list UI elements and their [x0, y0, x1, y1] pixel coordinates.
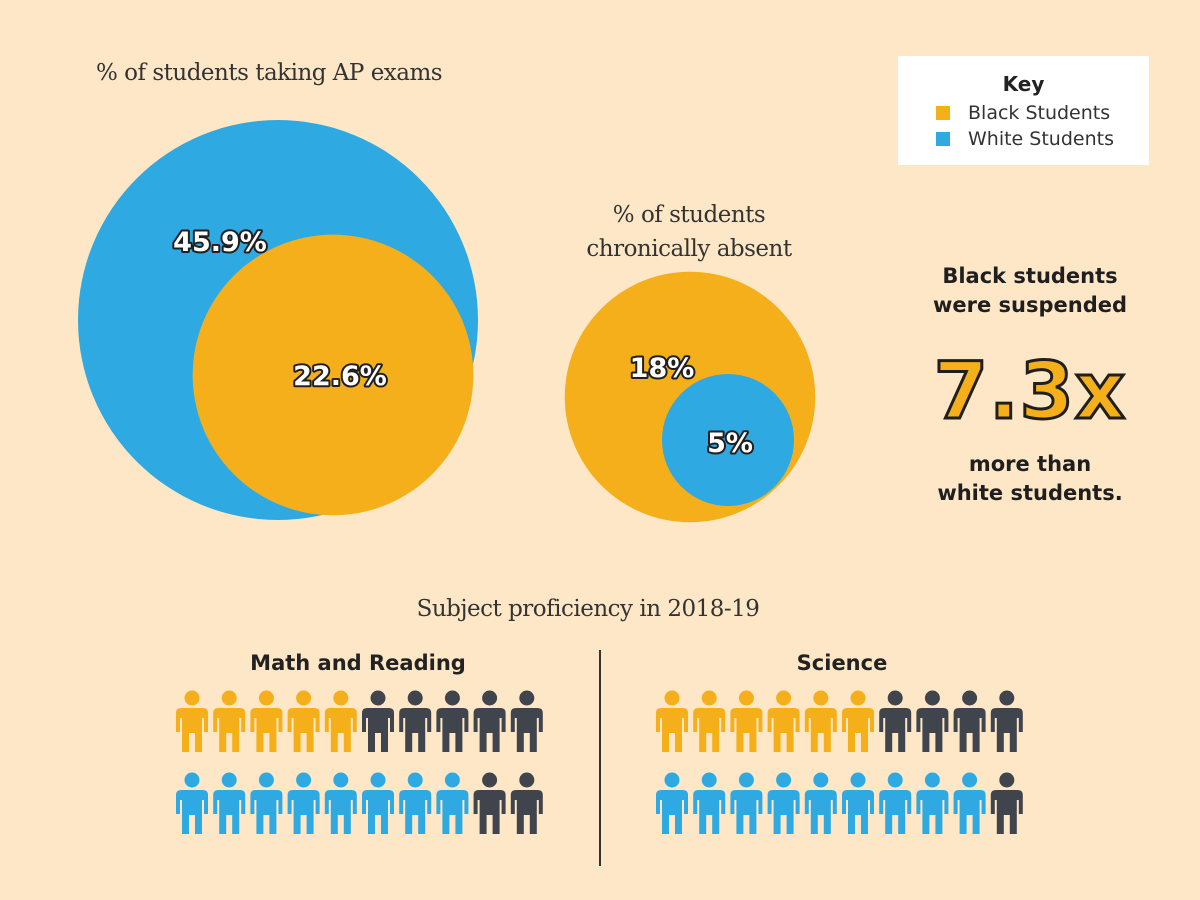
person-icon-white-row-1-8 [436, 772, 469, 834]
person-icon-white-row-2-8 [916, 772, 949, 834]
group-divider [599, 650, 601, 866]
legend-item-black: Black Students [936, 102, 1110, 124]
person-icon-white-row-2-10 [990, 772, 1023, 834]
person-icon-black-row-2-5 [804, 690, 837, 752]
person-icon-black-row-1-4 [287, 690, 320, 752]
suspension-line4: white students. [937, 481, 1123, 505]
person-icon-white-row-2-7 [879, 772, 912, 834]
person-icon-black-row-2-1 [656, 690, 688, 752]
legend-item-white: White Students [936, 128, 1114, 150]
person-icon-black-row-2-4 [767, 690, 800, 752]
person-icon-white-row-1-4 [287, 772, 320, 834]
person-icon-black-row-2-7 [879, 690, 912, 752]
person-icon-white-row-1-5 [324, 772, 357, 834]
absent-title-line2: chronically absent [586, 236, 792, 262]
person-icon-black-row-1-8 [436, 690, 469, 752]
person-icon-white-row-2-3 [730, 772, 763, 834]
group-title-science: Science [796, 651, 888, 675]
person-icon-black-row-1-6 [362, 690, 394, 752]
person-icon-white-row-1-9 [473, 772, 506, 834]
suspension-line1: Black students [942, 264, 1118, 288]
person-icon-black-row-1-1 [176, 690, 208, 752]
person-icon-black-row-2-10 [990, 690, 1023, 752]
ap-black-value-label: 22.6% [293, 361, 387, 392]
person-icon-white-row-2-6 [842, 772, 874, 834]
person-icon-white-row-1-7 [399, 772, 432, 834]
suspension-line3: more than [968, 452, 1092, 476]
person-icon-white-row-1-3 [250, 772, 283, 834]
legend: Key Black Students White Students [898, 56, 1149, 165]
person-icon-white-row-2-5 [804, 772, 837, 834]
person-icon-black-row-1-5 [324, 690, 357, 752]
legend-title: Key [1002, 72, 1045, 96]
person-icon-black-row-2-6 [842, 690, 874, 752]
absent-title-line1: % of students [612, 202, 766, 228]
person-icon-white-row-2-4 [767, 772, 800, 834]
suspension-callout: Black students were suspended 7.3x more … [900, 262, 1160, 508]
person-icon-black-row-1-2 [213, 690, 246, 752]
person-icon-black-row-1-3 [250, 690, 283, 752]
suspension-line2: were suspended [932, 293, 1128, 317]
suspension-multiplier: 7.3x [932, 346, 1127, 439]
person-icon-white-row-1-2 [213, 772, 246, 834]
legend-swatch-white [936, 132, 950, 146]
absent-white-circle [661, 373, 795, 507]
group-title-math-reading: Math and Reading [250, 651, 466, 675]
ap-black-circle [192, 234, 474, 516]
absent-black-value-label: 18% [630, 353, 695, 384]
proficiency-title: Subject proficiency in 2018-19 [416, 596, 760, 622]
person-icon-white-row-1-10 [510, 772, 543, 834]
legend-swatch-black [936, 106, 950, 120]
person-icon-black-row-2-9 [953, 690, 986, 752]
person-icon-black-row-1-9 [473, 690, 506, 752]
person-icon-black-row-1-7 [399, 690, 432, 752]
person-icon-white-row-1-1 [176, 772, 208, 834]
person-icon-white-row-2-1 [656, 772, 688, 834]
person-icon-black-row-2-3 [730, 690, 763, 752]
absent-white-value-label: 5% [707, 428, 753, 459]
person-icon-black-row-2-8 [916, 690, 949, 752]
person-icon-black-row-2-2 [693, 690, 726, 752]
person-icon-black-row-1-10 [510, 690, 543, 752]
legend-label-white: White Students [968, 128, 1114, 150]
ap-exams-title: % of students taking AP exams [96, 60, 443, 86]
absent-title: % of students chronically absent [560, 198, 818, 266]
person-icon-white-row-2-2 [693, 772, 726, 834]
legend-label-black: Black Students [968, 102, 1111, 124]
person-icon-white-row-2-9 [953, 772, 986, 834]
person-icon-white-row-1-6 [362, 772, 394, 834]
ap-white-value-label: 45.9% [173, 227, 267, 258]
